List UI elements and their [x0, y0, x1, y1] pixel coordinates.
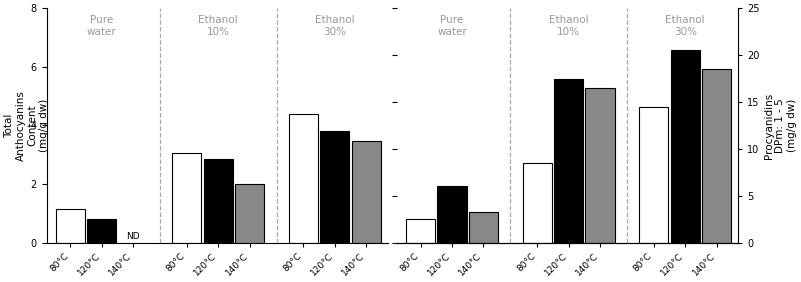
Bar [352, 141, 380, 243]
Y-axis label: Total
Anthocyanins
Content
(mg/g dw): Total Anthocyanins Content (mg/g dw) [4, 90, 49, 161]
Bar [586, 88, 614, 243]
Bar [235, 184, 264, 243]
Text: Ethanol
10%: Ethanol 10% [549, 15, 589, 37]
Bar [172, 153, 201, 243]
Bar [670, 50, 700, 243]
Text: Ethanol
10%: Ethanol 10% [199, 15, 238, 37]
Bar [437, 186, 467, 243]
Bar [523, 163, 552, 243]
Text: Ethanol
30%: Ethanol 30% [666, 15, 705, 37]
Text: Pure
water: Pure water [87, 15, 116, 37]
Bar [203, 159, 233, 243]
Bar [289, 114, 318, 243]
Bar [56, 209, 85, 243]
Text: Pure
water: Pure water [437, 15, 467, 37]
Text: ND: ND [127, 232, 140, 241]
Text: Ethanol
30%: Ethanol 30% [315, 15, 355, 37]
Bar [406, 219, 435, 243]
Bar [639, 107, 668, 243]
Y-axis label: Procyanidins
DPm: 1 - 5
(mg/g dw): Procyanidins DPm: 1 - 5 (mg/g dw) [763, 92, 797, 158]
Bar [469, 212, 498, 243]
Bar [702, 69, 731, 243]
Bar [320, 131, 349, 243]
Bar [554, 78, 583, 243]
Bar [87, 219, 116, 243]
